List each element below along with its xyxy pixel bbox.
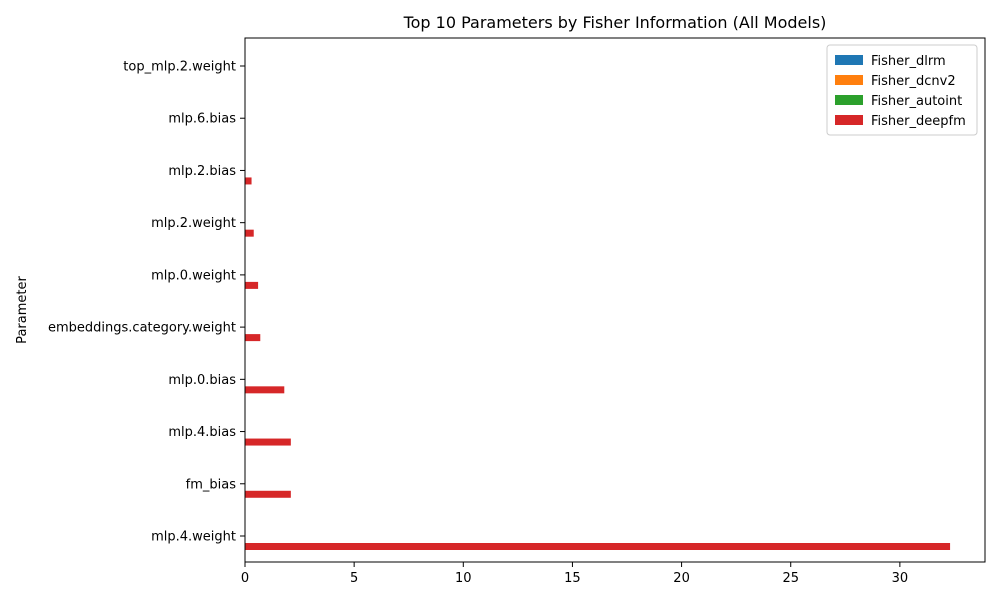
bar-fisher-deepfm bbox=[245, 229, 254, 237]
bar-fisher-deepfm bbox=[245, 490, 291, 498]
x-tick-label: 25 bbox=[782, 571, 799, 586]
legend-entry: Fisher_autoint bbox=[871, 94, 962, 109]
x-tick-label: 5 bbox=[350, 571, 358, 586]
plot-area: mlp.4.weight fm_bias mlp.4.bias mlp.0.bias e… bbox=[48, 60, 951, 586]
y-tick-label: mlp.6.bias bbox=[168, 112, 236, 127]
x-tick-label: 15 bbox=[564, 571, 581, 586]
legend-box bbox=[826, 44, 978, 136]
legend-swatch bbox=[835, 95, 863, 105]
y-tick-label: mlp.2.weight bbox=[151, 216, 236, 231]
y-axis-label: Parameter bbox=[15, 276, 30, 344]
plot-frame bbox=[244, 37, 986, 563]
y-tick-label: mlp.2.bias bbox=[168, 164, 236, 179]
bar-fisher-deepfm bbox=[245, 543, 951, 550]
bar-fisher-deepfm bbox=[245, 438, 291, 446]
legend-entry: Fisher_dcnv2 bbox=[871, 74, 956, 89]
x-tick-label: 0 bbox=[241, 571, 249, 586]
y-tick-label: mlp.0.bias bbox=[168, 373, 236, 388]
y-tick-label: mlp.4.weight bbox=[151, 530, 236, 545]
x-tick-label: 10 bbox=[455, 571, 472, 586]
legend: Fisher_dlrm Fisher_dcnv2 Fisher_autoint Fis… bbox=[826, 44, 978, 136]
legend-swatch bbox=[835, 55, 863, 65]
legend-swatch bbox=[835, 75, 863, 85]
legend-swatch bbox=[835, 115, 863, 125]
legend-entry: Fisher_deepfm bbox=[871, 114, 966, 129]
y-tick-label: fm_bias bbox=[186, 477, 237, 492]
y-tick-label: top_mlp.2.weight bbox=[123, 60, 236, 75]
y-tick-label: mlp.0.weight bbox=[151, 268, 236, 283]
x-tick-label: 30 bbox=[892, 571, 909, 586]
chart-title: Top 10 Parameters by Fisher Information … bbox=[403, 13, 827, 32]
bar-fisher-deepfm bbox=[245, 386, 285, 394]
bar-fisher-deepfm bbox=[245, 177, 252, 185]
legend-entry: Fisher_dlrm bbox=[871, 54, 946, 69]
bar-fisher-deepfm bbox=[245, 281, 259, 289]
y-tick-label: mlp.4.bias bbox=[168, 425, 236, 440]
y-tick-label: embeddings.category.weight bbox=[48, 321, 236, 336]
x-tick-label: 20 bbox=[673, 571, 690, 586]
bar-fisher-deepfm bbox=[245, 334, 261, 342]
